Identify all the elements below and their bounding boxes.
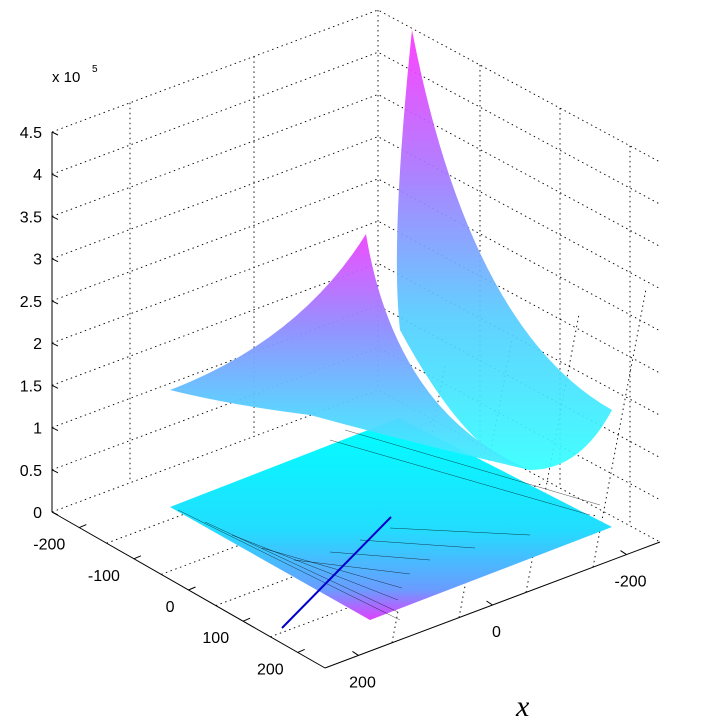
x-axis-ticks: -200 0 200 <box>349 550 647 691</box>
y-tick-label: 100 <box>202 630 229 647</box>
y-tick-label: -200 <box>33 537 65 554</box>
floor-plane <box>170 418 612 621</box>
upper-surface-back-face <box>396 30 612 470</box>
z-multiplier-base: x 10 <box>52 69 80 86</box>
x-tick-label: 0 <box>492 624 501 641</box>
z-tick-label: 0 <box>33 505 42 522</box>
z-tick-label: 1.5 <box>20 378 42 395</box>
y-axis-ticks: -200 -100 0 100 200 <box>33 524 305 678</box>
z-tick-label: 3 <box>33 252 42 269</box>
x-tick-label: -200 <box>614 574 646 591</box>
y-tick-label: 0 <box>166 599 175 616</box>
upper-surface <box>170 30 612 470</box>
z-tick-label: 4 <box>33 167 42 184</box>
z-tick-label: 2 <box>33 336 42 353</box>
y-tick-label: -100 <box>88 568 120 585</box>
z-tick-label: 3.5 <box>20 209 42 226</box>
floor-contours <box>177 429 601 621</box>
z-tick-label: 1 <box>33 421 42 438</box>
x-tick-label: 200 <box>349 674 376 691</box>
blue-line <box>281 516 392 629</box>
z-axis-ticks: 0 0.5 1 1.5 2 2.5 3 3.5 4 4.5 <box>20 125 59 522</box>
y-tick-label: 200 <box>257 661 284 678</box>
z-tick-label: 2.5 <box>20 294 42 311</box>
z-multiplier-exponent: 5 <box>92 64 98 75</box>
z-tick-label: 0.5 <box>20 463 42 480</box>
x-axis-label: x <box>515 690 530 723</box>
upper-surface-front-face <box>170 234 530 470</box>
z-tick-label: 4.5 <box>20 125 42 142</box>
